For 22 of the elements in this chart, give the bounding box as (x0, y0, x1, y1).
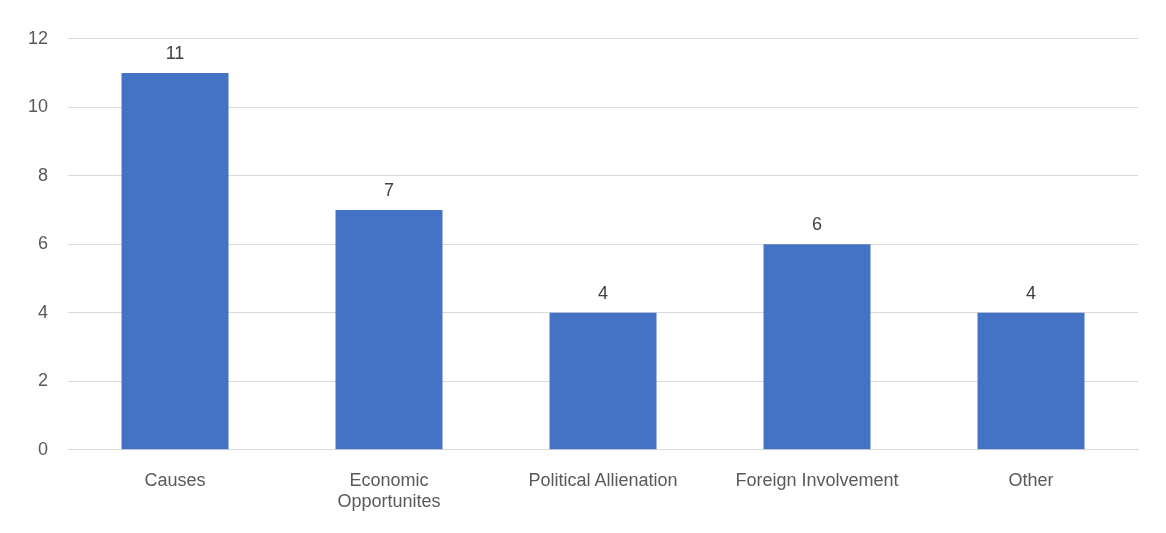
data-label: 4 (1025, 282, 1037, 303)
data-label: 11 (165, 43, 185, 64)
data-label: 6 (812, 214, 823, 235)
y-tick-label: 0 (38, 438, 49, 459)
bar (549, 312, 657, 450)
x-tick-label: Political Allienation (528, 469, 678, 490)
y-tick-label: 10 (27, 96, 49, 117)
bar (977, 312, 1085, 450)
x-tick-label: Economic Opportunites (337, 469, 441, 512)
x-tick-label: Foreign Involvement (735, 469, 899, 490)
y-tick-label: 2 (38, 370, 49, 391)
bar (335, 210, 443, 450)
data-label: 7 (384, 180, 395, 201)
y-tick-label: 6 (38, 233, 49, 254)
bar (121, 73, 229, 450)
y-tick-label: 12 (27, 27, 49, 48)
y-tick-label: 4 (38, 301, 49, 322)
y-tick-label: 8 (38, 164, 49, 185)
x-tick-label: Causes (144, 469, 206, 490)
bar (763, 244, 871, 450)
x-tick-label: Other (1008, 469, 1054, 490)
data-label: 4 (598, 282, 609, 303)
